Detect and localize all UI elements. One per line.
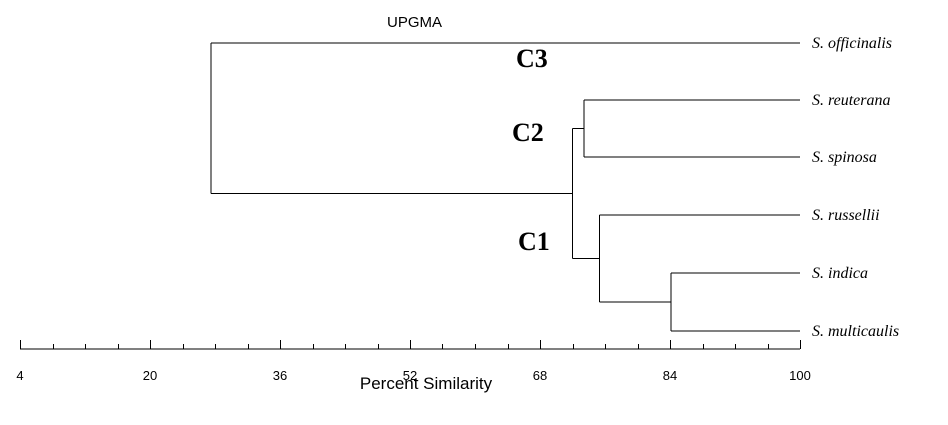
leaf-label: S. russellii bbox=[812, 207, 880, 224]
x-tick-label: 84 bbox=[663, 368, 677, 383]
leaf-label: S. indica bbox=[812, 265, 868, 282]
cluster-label: C1 bbox=[518, 227, 550, 256]
x-tick-label: 68 bbox=[533, 368, 547, 383]
x-tick-label: 20 bbox=[143, 368, 157, 383]
cluster-label: C3 bbox=[516, 44, 548, 73]
x-tick-label: 36 bbox=[273, 368, 287, 383]
leaf-label: S. reuterana bbox=[812, 92, 891, 109]
x-tick-label: 4 bbox=[16, 368, 23, 383]
x-axis: 4 20 36 52 68 84 100 bbox=[16, 340, 811, 383]
leaf-label: S. officinalis bbox=[812, 35, 892, 52]
dendrogram-branches bbox=[210, 42, 800, 332]
x-tick-label: 52 bbox=[403, 368, 417, 383]
x-axis-label: Percent Similarity bbox=[360, 374, 493, 393]
cluster-label: C2 bbox=[512, 118, 544, 147]
cluster-labels: C3 C2 C1 bbox=[512, 44, 550, 256]
leaf-label: S. spinosa bbox=[812, 149, 877, 166]
leaf-label: S. multicaulis bbox=[812, 323, 899, 340]
chart-title: UPGMA bbox=[387, 14, 442, 31]
leaf-labels: S. officinalis S. reuterana S. spinosa S. r… bbox=[812, 35, 899, 340]
x-tick-label: 100 bbox=[789, 368, 811, 383]
